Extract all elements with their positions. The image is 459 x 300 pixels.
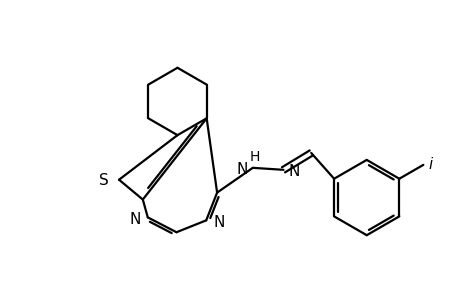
Text: N: N <box>213 215 224 230</box>
Text: N: N <box>288 164 299 179</box>
Text: H: H <box>249 150 259 164</box>
Text: N: N <box>236 162 247 177</box>
Text: i: i <box>427 158 431 172</box>
Text: S: S <box>99 173 109 188</box>
Text: N: N <box>129 212 140 227</box>
